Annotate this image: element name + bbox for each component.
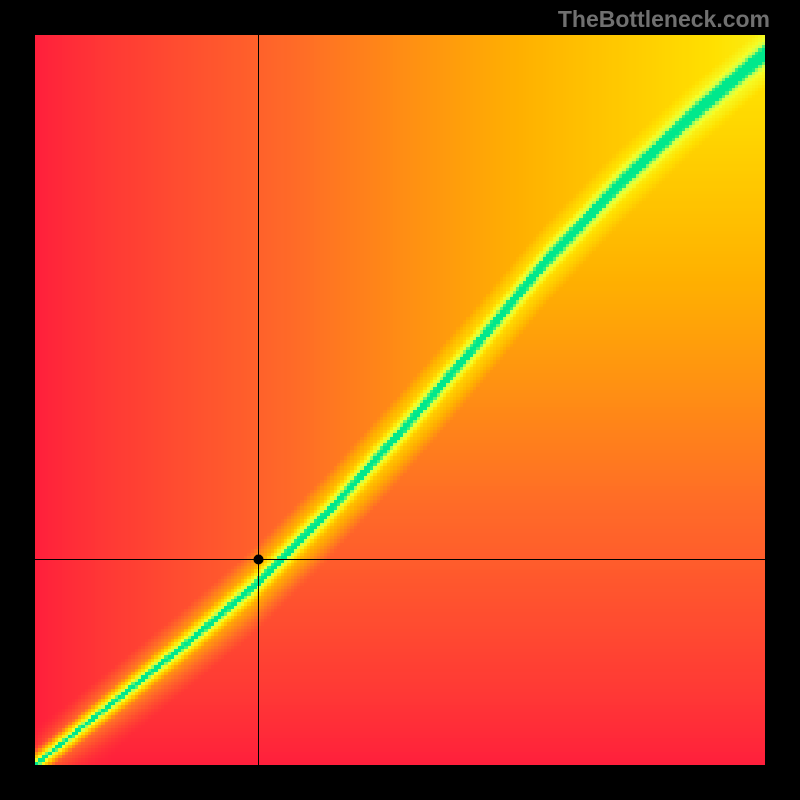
watermark-text: TheBottleneck.com <box>558 6 770 33</box>
bottleneck-heatmap <box>35 35 765 765</box>
chart-frame <box>35 35 765 765</box>
